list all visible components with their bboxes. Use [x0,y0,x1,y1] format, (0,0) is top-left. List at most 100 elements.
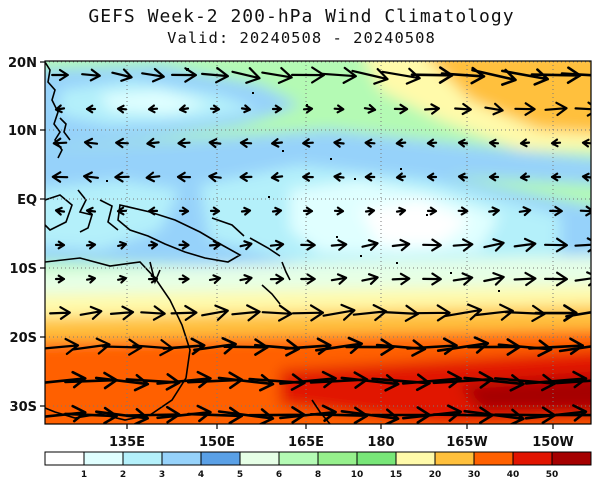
wind-vector [457,172,469,182]
wind-vector [560,72,591,77]
wind-vector [524,370,588,389]
wind-vector [519,172,531,182]
wind-vector [51,171,69,183]
wind-vector [333,172,345,182]
wind-vector [443,303,483,321]
colorbar-label: 1 [81,470,87,480]
wind-vector [271,206,283,216]
wind-vector [271,104,283,114]
wind-vector [239,138,253,148]
colorbar-swatch [239,451,280,466]
colorbar-swatch [200,451,241,466]
latitude-label: EQ [17,193,37,208]
wind-vector [340,374,400,392]
wind-vector [279,370,337,389]
wind-vector [457,138,469,148]
wind-vector [217,408,275,424]
colorbar-swatch [317,451,358,466]
wind-vector [178,274,190,284]
colorbar-swatch [83,451,124,466]
wind-vector [201,66,229,84]
wind-vector [231,304,261,322]
colorbar-swatch [278,451,319,466]
wind-vector [261,67,293,84]
wind-vector [395,138,407,148]
wind-vector [452,238,474,252]
wind-vector [364,138,376,148]
colorbar-swatch [512,451,553,466]
wind-vector [291,66,325,84]
colorbar-label: 6 [276,470,282,480]
wind-vector [64,406,118,424]
wind-vector [54,104,66,114]
wind-vector [363,104,377,114]
wind-vector [193,337,237,355]
wind-vector [364,206,376,216]
wind-vector [239,172,253,182]
wind-vector [85,240,97,250]
wind-vector [51,68,69,82]
wind-vector [83,137,99,149]
colorbar-label: 3 [159,470,165,480]
wind-vector [140,305,166,321]
wind-vector [300,273,316,285]
wind-vector [581,138,591,148]
wind-vector [361,239,379,251]
wind-vector [94,373,150,392]
wind-vector [147,240,159,250]
wind-vector [269,273,285,285]
wind-vector [271,138,283,148]
wind-vector [488,138,500,148]
wind-vector [45,337,80,355]
wind-vector [239,274,253,285]
latitude-label: 30S [10,400,37,415]
wind-vector [284,337,332,355]
wind-vector [501,68,549,86]
colorbar-swatch [473,451,514,466]
wind-vector [579,205,591,217]
wind-vector [208,240,222,250]
wind-vector [413,304,451,322]
wind-vector [452,272,474,286]
latitude-label: 20N [8,56,37,71]
wind-vector [171,67,197,83]
chart-subtitle: Valid: 20240508 - 20240508 [167,29,436,47]
wind-vector [513,237,537,252]
wind-vector [574,101,591,117]
chart-title: GEFS Week-2 200-hPa Wind Climatology [88,6,515,27]
wind-vector [558,345,591,353]
wind-vector [208,138,222,149]
wind-vector [426,172,438,182]
wind-vector [114,171,130,183]
colorbar-label: 20 [429,470,442,480]
wind-vector [463,374,525,392]
wind-vector [544,101,568,117]
wind-vector [302,206,314,216]
wind-vector [79,305,103,320]
wind-vector [321,66,357,84]
colorbar-label: 5 [237,470,243,480]
wind-vector [488,206,500,216]
wind-vector [544,237,568,253]
latitude-labels: 20N 10N EQ 10S 20S 30S [8,56,45,415]
map-area [45,61,591,424]
wind-vector [95,408,149,424]
wind-vectors [45,66,591,424]
colorbar-swatch [161,451,202,466]
wind-vector [393,103,409,115]
wind-vector [86,274,96,284]
wind-vector [574,237,591,253]
wind-vector [528,337,584,355]
wind-vector [340,408,400,424]
wind-vector [52,137,68,149]
colorbar-swatch [44,451,85,466]
wind-vector [333,104,345,114]
wind-vector [101,338,143,356]
wind-vector [201,304,229,321]
wind-vector [117,240,127,250]
colorbar-label: 40 [507,470,520,480]
lat-lon-grid [45,61,591,424]
wind-vector [391,238,411,252]
wind-vector [54,274,66,284]
wind-vector [156,370,212,389]
